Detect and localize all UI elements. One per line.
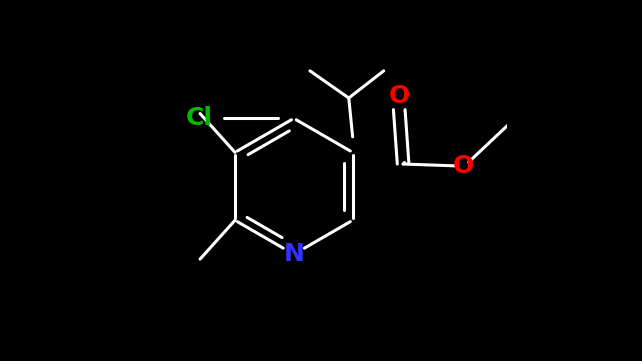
Text: O: O	[453, 154, 474, 178]
Text: O: O	[388, 84, 410, 108]
Text: Cl: Cl	[186, 106, 213, 130]
Text: N: N	[283, 242, 304, 266]
